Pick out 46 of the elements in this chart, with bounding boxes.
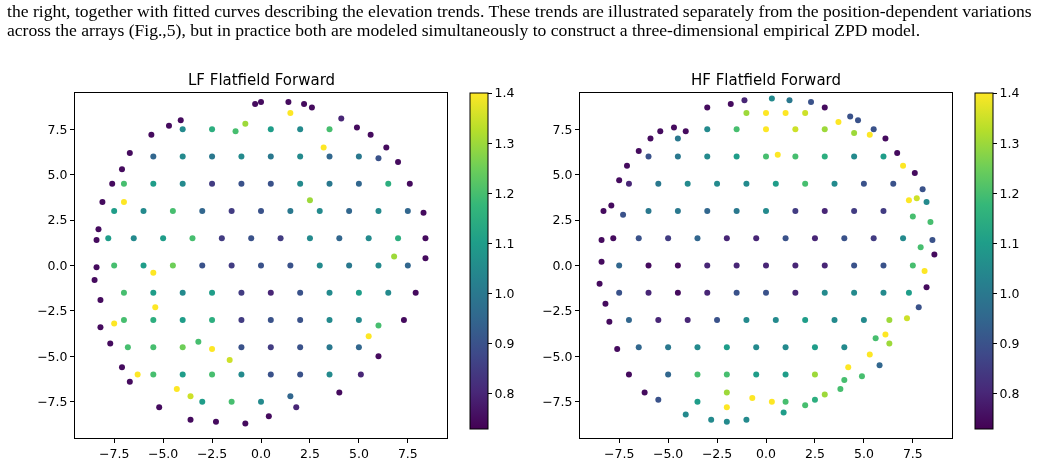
x-tick-label: −5.0	[147, 446, 179, 461]
color-bar-label: 1.2	[999, 185, 1020, 201]
x-tick-label: 5.0	[348, 446, 369, 461]
y-tick-label: −2.5	[37, 303, 68, 319]
x-tick-label: 0.0	[251, 446, 271, 461]
y-tick-label: 2.5	[47, 212, 68, 228]
x-tick-label: −7.5	[603, 446, 635, 461]
y-tick-label: 5.0	[552, 167, 573, 183]
y-tick-label: −5.0	[542, 348, 573, 364]
x-tick-label: 7.5	[902, 446, 923, 461]
color-bar-label: 1.3	[999, 135, 1020, 151]
color-bar-label: 1.0	[999, 285, 1020, 301]
y-tick-label: 0.0	[47, 257, 68, 273]
text: across the arrays (Fig.,5), but in practice both are modeled simultaneously to construct a three-dimensional empirical ZPD model.	[7, 20, 921, 40]
color-bar-label: 0.9	[999, 336, 1020, 352]
color-bar-label: 1.3	[494, 135, 515, 151]
x-tick-label: −2.5	[196, 446, 228, 461]
color-bar-label: 1.0	[494, 285, 515, 301]
color-bar-label: 1.4	[494, 85, 515, 101]
chart-title: HF Flatfield Forward	[691, 71, 841, 89]
x-tick-label: −7.5	[98, 446, 130, 461]
color-bar-label: 0.8	[494, 386, 515, 402]
x-tick-label: 5.0	[853, 446, 874, 461]
color-bar-label: 1.2	[494, 185, 515, 201]
y-tick-label: 2.5	[552, 212, 573, 228]
y-tick-label: 7.5	[552, 121, 573, 137]
color-bar-label: 0.8	[999, 386, 1020, 402]
text: the right, together with fitted curves describing the elevation trends. These trends are illustrated separately from the position-dependent variations	[7, 1, 1032, 21]
color-bar-label: 1.1	[494, 235, 515, 251]
chart-title: LF Flatfield Forward	[188, 71, 336, 89]
x-tick-label: 2.5	[300, 446, 320, 461]
y-tick-label: −7.5	[37, 394, 68, 410]
x-tick-label: −2.5	[701, 446, 733, 461]
x-tick-label: −5.0	[652, 446, 684, 461]
y-tick-label: 0.0	[552, 257, 573, 273]
y-tick-label: −5.0	[37, 348, 68, 364]
y-tick-label: 5.0	[47, 167, 68, 183]
color-bar-label: 1.1	[999, 235, 1020, 251]
y-tick-label: −7.5	[542, 394, 573, 410]
color-bar-label: 0.9	[494, 336, 515, 352]
x-tick-label: 7.5	[397, 446, 418, 461]
x-tick-label: 0.0	[756, 446, 776, 461]
y-tick-label: −2.5	[542, 303, 573, 319]
x-tick-label: 2.5	[805, 446, 825, 461]
y-tick-label: 7.5	[47, 121, 68, 137]
color-bar-label: 1.4	[999, 85, 1020, 101]
